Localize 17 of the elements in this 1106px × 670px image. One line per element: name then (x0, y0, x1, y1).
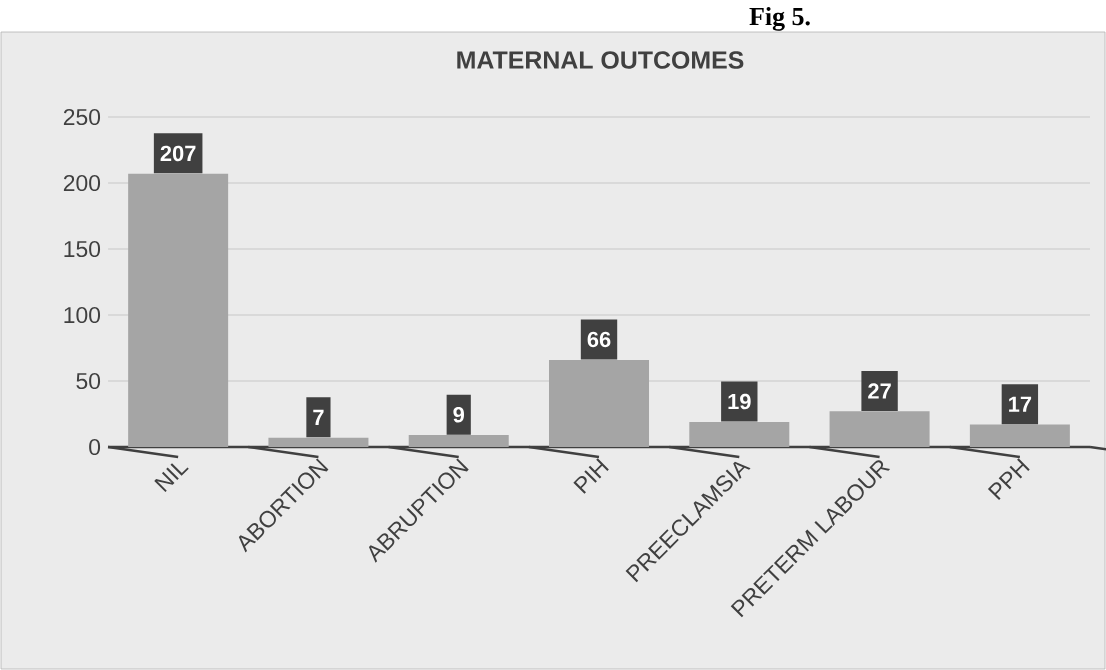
y-tick-label: 0 (89, 438, 101, 456)
data-label: 17 (1009, 396, 1032, 412)
y-tick-label: 250 (63, 108, 101, 126)
data-label: 27 (868, 383, 891, 399)
data-label: 66 (587, 331, 611, 348)
y-tick-label: 50 (76, 372, 101, 390)
chart-title: MATERNAL OUTCOMES (457, 51, 744, 69)
y-tick-label: 200 (63, 174, 101, 192)
data-label: 9 (453, 406, 465, 423)
data-label: 207 (160, 145, 196, 162)
y-tick-label: 100 (64, 306, 101, 324)
x-tick-label: PIH (573, 458, 609, 494)
data-label: 7 (313, 409, 324, 425)
caption: Fig 5. (749, 7, 810, 31)
y-tick-label: 150 (64, 240, 101, 258)
data-label: 19 (728, 393, 751, 410)
x-tick-label: NIL (154, 463, 189, 492)
